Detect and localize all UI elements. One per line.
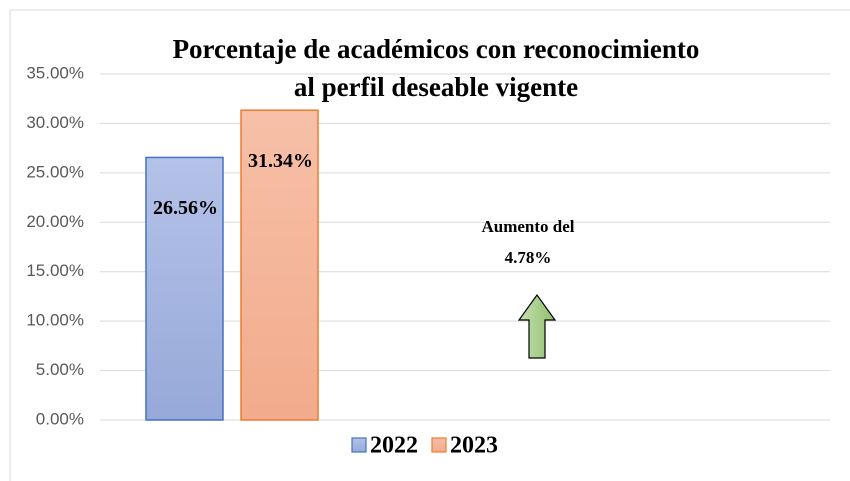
annotation: 4.78% bbox=[505, 248, 552, 267]
y-tick-label: 10.00% bbox=[26, 311, 84, 330]
chart-title: al perfil deseable vigente bbox=[294, 72, 578, 102]
y-tick-label: 15.00% bbox=[26, 261, 84, 280]
legend-label: 2022 bbox=[370, 433, 418, 459]
y-tick-label: 25.00% bbox=[26, 162, 84, 181]
chart-title: Porcentaje de académicos con reconocimie… bbox=[173, 34, 700, 64]
y-tick-label: 35.00% bbox=[26, 63, 84, 82]
bar bbox=[240, 109, 319, 421]
data-label: 31.34% bbox=[248, 150, 313, 172]
y-tick-label: 5.00% bbox=[36, 360, 84, 379]
y-tick-label: 20.00% bbox=[26, 212, 84, 231]
legend-swatch bbox=[431, 437, 447, 453]
legend-label: 2023 bbox=[450, 433, 498, 459]
bar bbox=[145, 156, 224, 421]
annotation: Aumento del bbox=[481, 217, 574, 236]
y-tick-label: 30.00% bbox=[26, 113, 84, 132]
data-label: 26.56% bbox=[153, 197, 218, 219]
arrow bbox=[517, 293, 557, 359]
y-tick-label: 0.00% bbox=[36, 409, 84, 428]
legend-swatch bbox=[351, 437, 367, 453]
